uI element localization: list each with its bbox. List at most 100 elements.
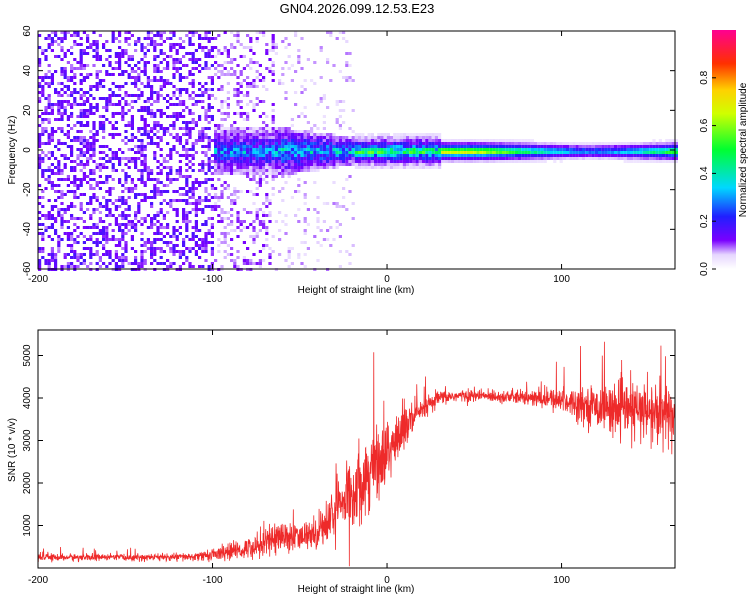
heatmap-cell — [185, 202, 189, 205]
heatmap-cell — [98, 187, 102, 190]
heatmap-cell — [278, 136, 282, 139]
heatmap-cell — [102, 43, 106, 46]
heatmap-cell — [60, 130, 64, 133]
heatmap-cell — [236, 163, 240, 166]
heatmap-cell — [412, 133, 416, 136]
heatmap-cell — [530, 151, 534, 154]
heatmap-cell — [210, 208, 214, 211]
heatmap-cell — [418, 166, 422, 169]
heatmap-cell — [380, 148, 384, 151]
heatmap-cell — [50, 139, 54, 142]
heatmap-cell — [169, 262, 173, 265]
heatmap-cell — [479, 151, 483, 154]
heatmap-cell — [178, 76, 182, 79]
heatmap-cell — [454, 160, 458, 163]
heatmap-cell — [575, 148, 579, 151]
heatmap-cell — [262, 148, 266, 151]
heatmap-cell — [204, 154, 208, 157]
heatmap-cell — [386, 139, 390, 142]
heatmap-cell — [326, 202, 330, 205]
heatmap-cell — [278, 148, 282, 151]
heatmap-cell — [556, 157, 560, 160]
heatmap-cell — [66, 238, 70, 241]
heatmap-cell — [457, 154, 461, 157]
heatmap-cell — [662, 151, 666, 154]
heatmap-cell — [550, 154, 554, 157]
heatmap-cell — [98, 169, 102, 172]
heatmap-cell — [73, 82, 77, 85]
heatmap-cell — [646, 151, 650, 154]
heatmap-cell — [342, 121, 346, 124]
heatmap-cell — [76, 148, 80, 151]
heatmap-cell — [63, 37, 67, 40]
heatmap-cell — [281, 220, 285, 223]
heatmap-cell — [76, 103, 80, 106]
heatmap-cell — [412, 151, 416, 154]
heatmap-cell — [498, 142, 502, 145]
heatmap-cell — [153, 178, 157, 181]
heatmap-cell — [118, 199, 122, 202]
heatmap-cell — [326, 238, 330, 241]
heatmap-cell — [204, 88, 208, 91]
heatmap-cell — [575, 145, 579, 148]
heatmap-cell — [105, 118, 109, 121]
heatmap-cell — [418, 148, 422, 151]
heatmap-cell — [255, 166, 259, 169]
heatmap-cell — [198, 202, 202, 205]
heatmap-cell — [454, 154, 458, 157]
heatmap-cell — [185, 91, 189, 94]
heatmap-cell — [374, 142, 378, 145]
heatmap-cell — [223, 163, 227, 166]
heatmap-cell — [223, 235, 227, 238]
heatmap-cell — [262, 127, 266, 130]
heatmap-cell — [182, 76, 186, 79]
heatmap-cell — [73, 31, 77, 34]
heatmap-cell — [130, 100, 134, 103]
heatmap-cell — [306, 247, 310, 250]
heatmap-cell — [150, 241, 154, 244]
colorbar-ticks: 0.00.20.40.60.8 — [699, 70, 716, 276]
heatmap-cell — [326, 139, 330, 142]
heatmap-cell — [514, 154, 518, 157]
heatmap-cell — [252, 103, 256, 106]
heatmap-cell — [79, 253, 83, 256]
heatmap-cell — [233, 199, 237, 202]
heatmap-cell — [108, 238, 112, 241]
heatmap-cell — [422, 136, 426, 139]
heatmap-cell — [380, 166, 384, 169]
heatmap-cell — [294, 157, 298, 160]
heatmap-cell — [105, 235, 109, 238]
heatmap-cell — [66, 244, 70, 247]
heatmap-cell — [191, 238, 195, 241]
heatmap-cell — [265, 193, 269, 196]
heatmap-cell — [338, 109, 342, 112]
heatmap-cell — [143, 262, 147, 265]
heatmap-cell — [246, 46, 250, 49]
heatmap-cell — [284, 97, 288, 100]
heatmap-cell — [246, 166, 250, 169]
heatmap-cell — [364, 148, 368, 151]
heatmap-cell — [367, 136, 371, 139]
heatmap-cell — [98, 256, 102, 259]
heatmap-cell — [153, 64, 157, 67]
heatmap-cell — [246, 247, 250, 250]
heatmap-cell — [201, 223, 205, 226]
heatmap-cell — [476, 157, 480, 160]
heatmap-cell — [460, 139, 464, 142]
heatmap-cell — [207, 160, 211, 163]
heatmap-cell — [44, 112, 48, 115]
heatmap-cell — [415, 160, 419, 163]
heatmap-cell — [422, 160, 426, 163]
heatmap-cell — [204, 118, 208, 121]
heatmap-cell — [623, 151, 627, 154]
heatmap-cell — [60, 67, 64, 70]
heatmap-cell — [322, 133, 326, 136]
heatmap-cell — [201, 37, 205, 40]
heatmap-cell — [98, 220, 102, 223]
heatmap-cell — [489, 151, 493, 154]
heatmap-cell — [332, 145, 336, 148]
heatmap-cell — [47, 100, 51, 103]
heatmap-cell — [214, 136, 218, 139]
heatmap-cell — [406, 139, 410, 142]
heatmap-cell — [214, 61, 218, 64]
